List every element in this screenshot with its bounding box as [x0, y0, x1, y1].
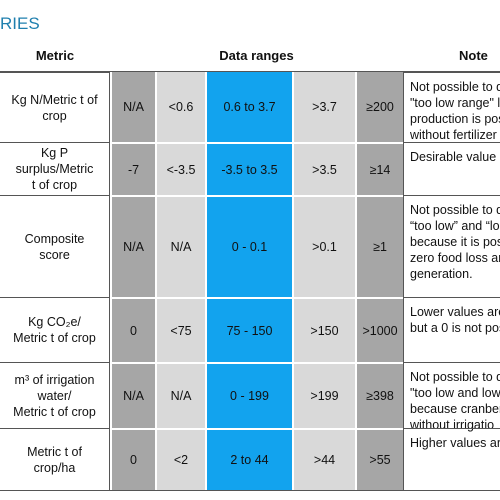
- metric-line: Kg P: [40, 146, 69, 160]
- note-line: without fertilizer: [410, 128, 497, 142]
- metric-line: Metric t of crop: [13, 404, 96, 419]
- range-cell: >3.7: [292, 72, 355, 142]
- note-line: zero food loss an: [410, 251, 500, 265]
- note-cell: Lower values are but a 0 is not pos: [403, 297, 500, 362]
- metric-cell: Kg CO₂e/Metric t of crop: [0, 297, 110, 362]
- range-cell: ≥1: [355, 195, 403, 297]
- bottom-rule: [0, 490, 500, 491]
- range-cell: >1000: [355, 297, 403, 362]
- range-cell: 0.6 to 3.7: [205, 72, 292, 142]
- note-line: Higher values are: [410, 436, 500, 450]
- range-cell: >0.1: [292, 195, 355, 297]
- range-cell: 0 - 199: [205, 362, 292, 428]
- note-line: "too low range" l: [410, 96, 500, 110]
- range-cell: ≥200: [355, 72, 403, 142]
- note-line: production is pos: [410, 112, 500, 126]
- metric-line: Kg N/Metric t of: [11, 92, 98, 107]
- metric-line: Kg CO₂e/: [28, 315, 81, 329]
- metric-cell: Composite score: [0, 195, 110, 297]
- range-cell: <2: [155, 428, 205, 490]
- range-cell: ≥14: [355, 142, 403, 195]
- note-cell: Not possible to d "too low and low because…: [403, 362, 500, 432]
- range-cell: >44: [292, 428, 355, 490]
- note-line: but a 0 is not pos: [410, 321, 500, 335]
- range-cell: >3.5: [292, 142, 355, 195]
- metric-line: crop: [42, 108, 67, 123]
- range-cell: N/A: [110, 195, 155, 297]
- note-line: "too low and low: [410, 386, 500, 400]
- range-cell: <0.6: [155, 72, 205, 142]
- metric-cell: Metric t of crop/ha: [0, 428, 110, 490]
- range-cell: 0: [110, 428, 155, 490]
- note-line: generation.: [410, 267, 473, 281]
- metric-line: Composite: [24, 231, 85, 246]
- range-cell: >199: [292, 362, 355, 428]
- note-line: because it is poss: [410, 235, 500, 249]
- range-cell: N/A: [155, 195, 205, 297]
- header-metric: Metric: [35, 48, 75, 63]
- metric-cell: m³ of irrigation water/Metric t of crop: [0, 362, 110, 428]
- metric-line: Metric t of crop: [13, 331, 96, 345]
- range-cell: N/A: [110, 72, 155, 142]
- range-cell: N/A: [155, 362, 205, 428]
- note-cell: Not possible to d “too low” and “lo becaus…: [403, 195, 500, 297]
- metric-line: surplus/Metric: [15, 162, 94, 176]
- note-cell: Higher values are: [403, 428, 500, 490]
- metric-line: t of crop: [31, 178, 78, 192]
- range-cell: 0: [110, 297, 155, 362]
- metric-line: water/: [37, 388, 72, 403]
- range-cell: ≥398: [355, 362, 403, 428]
- metric-line: m³ of irrigation: [14, 372, 95, 387]
- note-line: “too low” and “lo: [410, 219, 500, 233]
- note-line: Not possible to d: [410, 203, 500, 217]
- section-title: RIES: [0, 14, 40, 33]
- metric-line: score: [39, 247, 70, 262]
- note-cell: Desirable value is: [403, 142, 500, 195]
- range-cell: <75: [155, 297, 205, 362]
- range-cell: 75 - 150: [205, 297, 292, 362]
- metric-line: Metric t of: [27, 444, 82, 459]
- range-cell: 2 to 44: [205, 428, 292, 490]
- note-line: Not possible to d: [410, 370, 500, 384]
- range-cell: <-3.5: [155, 142, 205, 195]
- note-line: Lower values are: [410, 305, 500, 319]
- range-cell: -7: [110, 142, 155, 195]
- note-cell: Not possible to d "too low range" l produc…: [403, 72, 500, 142]
- metric-cell: Kg P surplus/Metric t of crop: [0, 142, 110, 195]
- note-line: because cranberr: [410, 402, 500, 416]
- note-line: Not possible to d: [410, 80, 500, 94]
- range-cell: -3.5 to 3.5: [205, 142, 292, 195]
- range-cell: N/A: [110, 362, 155, 428]
- header-note: Note: [459, 48, 488, 63]
- note-line: Desirable value is: [410, 150, 500, 164]
- metric-cell: Kg N/Metric t of crop: [0, 72, 110, 142]
- range-cell: 0 - 0.1: [205, 195, 292, 297]
- metric-line: crop/ha: [33, 460, 76, 475]
- range-cell: >150: [292, 297, 355, 362]
- range-cell: >55: [355, 428, 403, 490]
- header-ranges: Data ranges: [219, 48, 294, 63]
